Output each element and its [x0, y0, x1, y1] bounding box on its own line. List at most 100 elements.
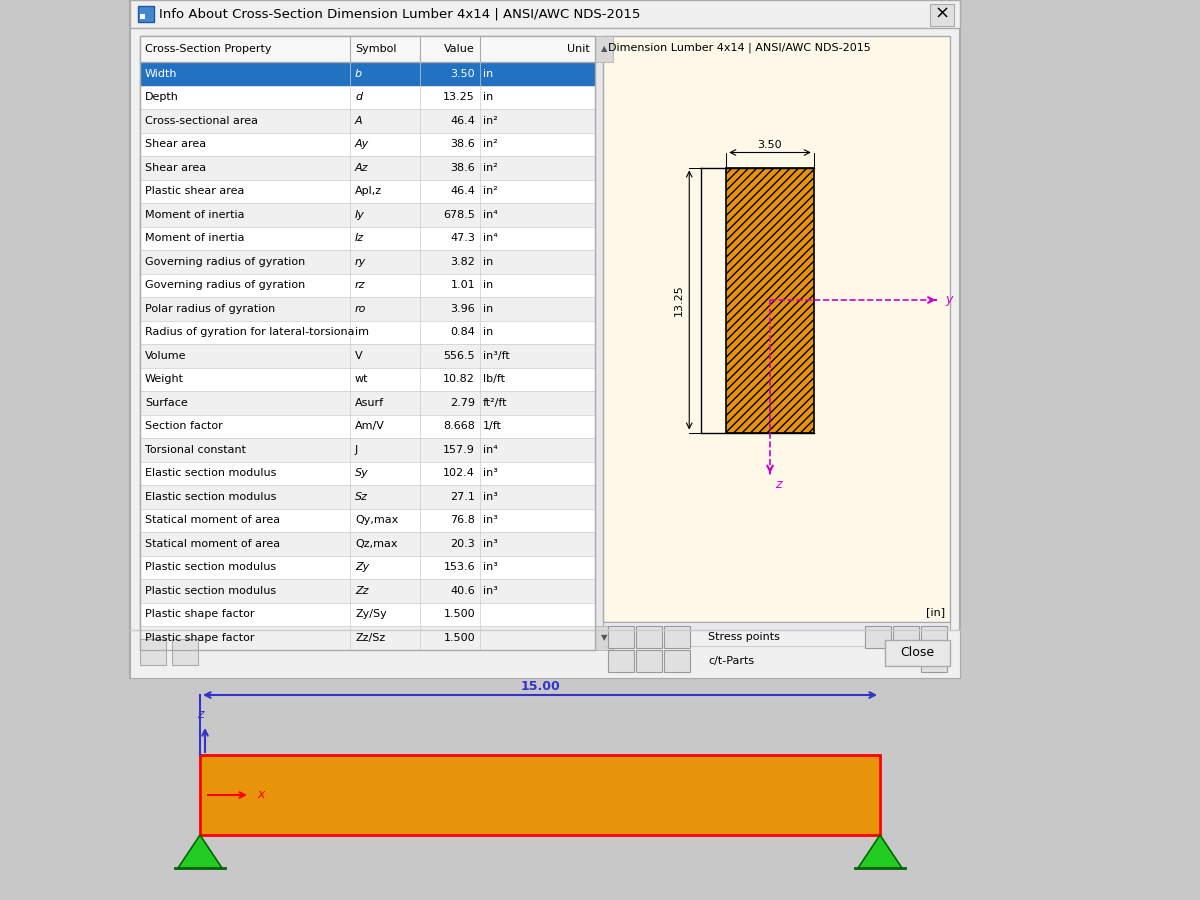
Text: Moment of inertia: Moment of inertia [145, 233, 245, 243]
Text: Shear area: Shear area [145, 140, 206, 149]
Text: in³: in³ [482, 515, 498, 526]
Text: in: in [482, 304, 493, 314]
Bar [140, 156, 595, 179]
Text: 3.82: 3.82 [450, 256, 475, 266]
Text: Plastic shape factor: Plastic shape factor [145, 633, 254, 643]
Text: 1.500: 1.500 [443, 633, 475, 643]
Text: V: V [355, 351, 362, 361]
Text: in²: in² [482, 163, 498, 173]
Bar [140, 579, 595, 602]
Text: in³: in³ [482, 539, 498, 549]
Text: J: J [355, 445, 359, 455]
Bar [140, 367, 595, 391]
Text: 40.6: 40.6 [450, 586, 475, 596]
Text: 157.9: 157.9 [443, 445, 475, 455]
Bar [595, 626, 613, 650]
Text: A: A [355, 116, 362, 126]
Text: Qy,max: Qy,max [355, 515, 398, 526]
Text: Volume: Volume [145, 351, 186, 361]
Text: y: y [946, 293, 953, 307]
Bar [595, 36, 613, 62]
Text: Torsional constant: Torsional constant [145, 445, 246, 455]
Text: in²: in² [482, 116, 498, 126]
Text: Plastic section modulus: Plastic section modulus [145, 562, 276, 572]
Text: 1.01: 1.01 [450, 280, 475, 290]
Text: Unit: Unit [568, 44, 590, 54]
Text: in³/ft: in³/ft [482, 351, 510, 361]
Text: ry: ry [355, 256, 366, 266]
Text: Weight: Weight [145, 374, 184, 384]
Bar [604, 622, 950, 670]
Text: in⁴: in⁴ [482, 233, 498, 243]
Text: Shear area: Shear area [145, 163, 206, 173]
Text: z: z [197, 708, 203, 722]
Bar [636, 650, 662, 672]
Text: Plastic section modulus: Plastic section modulus [145, 586, 276, 596]
Bar [140, 297, 595, 320]
Text: Cross-sectional area: Cross-sectional area [145, 116, 258, 126]
Bar [893, 626, 919, 648]
Bar [886, 640, 950, 666]
Text: 46.4: 46.4 [450, 116, 475, 126]
Text: Apl,z: Apl,z [355, 186, 382, 196]
Text: in²: in² [482, 140, 498, 149]
Text: 15.00: 15.00 [520, 680, 560, 694]
Text: 76.8: 76.8 [450, 515, 475, 526]
Text: rz: rz [355, 280, 366, 290]
Text: 13.25: 13.25 [674, 284, 684, 316]
Text: 46.4: 46.4 [450, 186, 475, 196]
Bar [140, 508, 595, 532]
Text: 10.82: 10.82 [443, 374, 475, 384]
Text: Section factor: Section factor [145, 421, 223, 431]
Bar [140, 36, 595, 62]
Text: Iy: Iy [355, 210, 365, 220]
Bar [726, 167, 814, 433]
Text: Width: Width [145, 68, 178, 79]
Text: Elastic section modulus: Elastic section modulus [145, 468, 276, 478]
Text: [in]: [in] [926, 607, 946, 617]
Text: Iz: Iz [355, 233, 364, 243]
Text: 3.50: 3.50 [450, 68, 475, 79]
Text: wt: wt [355, 374, 368, 384]
Bar [930, 4, 954, 26]
Text: Info About Cross-Section Dimension Lumber 4x14 | ANSI/AWC NDS-2015: Info About Cross-Section Dimension Lumbe… [158, 7, 641, 21]
Text: Plastic shear area: Plastic shear area [145, 186, 245, 196]
Text: Radius of gyration for lateral-torsiona: Radius of gyration for lateral-torsiona [145, 328, 354, 338]
Text: 0.84: 0.84 [450, 328, 475, 338]
Text: d: d [355, 93, 362, 103]
Text: in: in [482, 93, 493, 103]
Text: Zy: Zy [355, 562, 370, 572]
Text: in⁴: in⁴ [482, 210, 498, 220]
Text: 38.6: 38.6 [450, 140, 475, 149]
Text: Depth: Depth [145, 93, 179, 103]
Bar [922, 650, 947, 672]
Text: 1.500: 1.500 [443, 609, 475, 619]
Bar [138, 6, 154, 22]
Bar [608, 626, 634, 648]
Bar [140, 462, 595, 485]
Text: Stress points: Stress points [708, 632, 780, 642]
Text: x: x [257, 788, 264, 802]
Bar [140, 14, 145, 19]
Text: in: in [482, 256, 493, 266]
Bar [140, 626, 595, 650]
Text: Zz/Sz: Zz/Sz [355, 633, 385, 643]
Bar [140, 344, 595, 367]
Text: 20.3: 20.3 [450, 539, 475, 549]
Bar [140, 602, 595, 626]
Bar [172, 639, 198, 665]
Text: Surface: Surface [145, 398, 187, 408]
Text: z: z [775, 478, 781, 491]
Text: 678.5: 678.5 [443, 210, 475, 220]
Polygon shape [858, 835, 902, 868]
Text: 3.96: 3.96 [450, 304, 475, 314]
Text: 38.6: 38.6 [450, 163, 475, 173]
Bar [140, 391, 595, 415]
Bar [200, 755, 880, 835]
Text: Statical moment of area: Statical moment of area [145, 539, 280, 549]
Text: 8.668: 8.668 [443, 421, 475, 431]
Text: in⁴: in⁴ [482, 445, 498, 455]
Text: 153.6: 153.6 [443, 562, 475, 572]
Text: in³: in³ [482, 468, 498, 478]
Bar [130, 0, 960, 28]
